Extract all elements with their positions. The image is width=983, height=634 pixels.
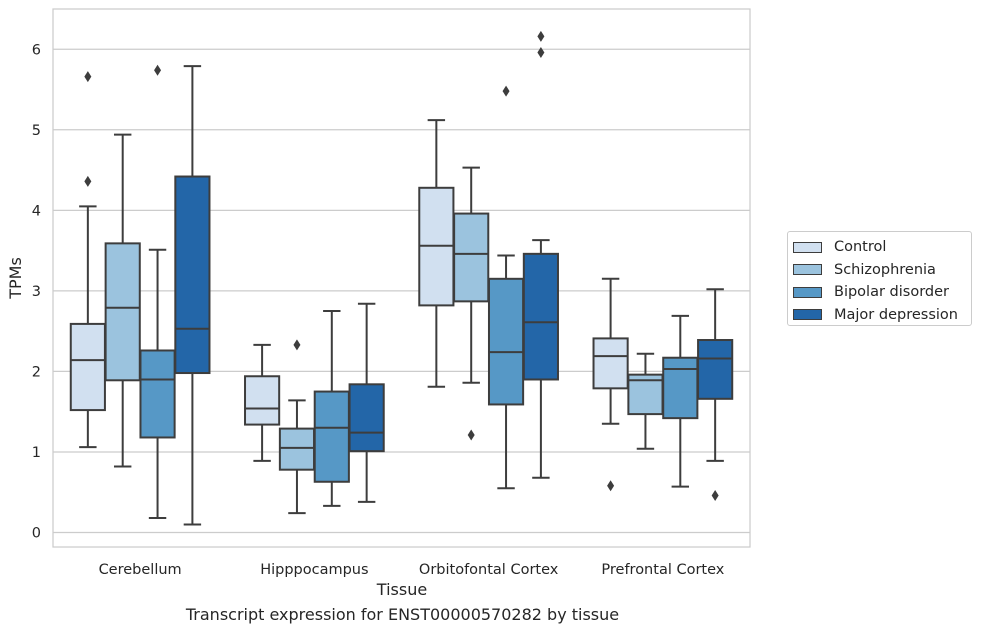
box-major-depression: [522, 30, 559, 479]
box-schizophrenia: [278, 339, 316, 515]
box-major-depression: [174, 65, 211, 526]
box-bipolar-disorder: [487, 85, 525, 490]
x-tick-labels: Cerebellum Hipppocampus Orbitofontal Corte…: [99, 562, 725, 578]
outlier-point: [537, 46, 545, 58]
box-bipolar-disorder: [139, 64, 176, 520]
outlier-point: [84, 71, 92, 83]
iqr-box: [453, 212, 490, 303]
legend-label: Control: [834, 239, 887, 256]
chart-caption: Transcript expression for ENST0000057028…: [185, 605, 620, 624]
y-tick-labels: 0 1 2 3 4 5 6: [32, 42, 41, 541]
x-tick-label: Prefrontal Cortex: [601, 562, 724, 578]
x-axis-label: Tissue: [376, 580, 427, 599]
legend-item: Bipolar disorder: [788, 281, 971, 304]
box-major-depression: [348, 302, 385, 503]
iqr-box: [487, 277, 525, 406]
box-major-depression: [697, 288, 734, 501]
outlier-point: [502, 85, 510, 97]
outlier-point: [154, 64, 162, 76]
box-series: [69, 30, 734, 526]
box-bipolar-disorder: [313, 310, 350, 507]
iqr-box: [592, 337, 629, 390]
legend-swatch: [793, 286, 822, 298]
outlier-point: [537, 30, 545, 42]
iqr-box: [697, 339, 734, 400]
outlier-point: [467, 429, 475, 441]
iqr-box: [139, 349, 176, 439]
box-control: [69, 71, 106, 449]
iqr-box: [174, 175, 211, 375]
legend-item: Control: [788, 236, 971, 259]
iqr-box: [662, 356, 699, 420]
outlier-point: [84, 175, 92, 187]
x-tick-label: Orbitofontal Cortex: [419, 562, 559, 578]
legend-label: Schizophrenia: [834, 261, 936, 278]
box-schizophrenia: [104, 133, 141, 468]
box-bipolar-disorder: [662, 314, 699, 488]
y-tick-label: 1: [32, 445, 41, 461]
iqr-box: [104, 242, 141, 382]
y-tick-label: 6: [32, 42, 41, 58]
y-tick-label: 3: [32, 284, 41, 300]
box-schizophrenia: [627, 352, 664, 450]
y-tick-label: 2: [32, 364, 41, 380]
legend-swatch: [793, 241, 822, 253]
box-control: [244, 343, 281, 462]
y-axis-label: TPMs: [6, 257, 25, 300]
outlier-point: [607, 480, 615, 492]
iqr-box: [522, 252, 559, 381]
outlier-point: [293, 339, 301, 351]
y-tick-label: 5: [32, 123, 41, 139]
legend: Control Schizophrenia Bipolar disorder Majo…: [787, 231, 972, 326]
y-tick-label: 4: [32, 203, 41, 219]
plot-frame: [52, 8, 751, 548]
legend-swatch: [793, 309, 822, 321]
box-control: [592, 277, 629, 492]
legend-item: Major depression: [788, 304, 971, 327]
iqr-box: [278, 427, 316, 471]
x-tick-label: Hipppocampus: [260, 562, 368, 578]
iqr-box: [313, 390, 350, 483]
iqr-box: [69, 322, 106, 412]
legend-label: Bipolar disorder: [834, 284, 949, 301]
legend-label: Major depression: [834, 306, 958, 323]
iqr-box: [244, 375, 281, 426]
iqr-box: [348, 383, 385, 453]
box-schizophrenia: [453, 166, 490, 441]
legend-swatch: [793, 264, 822, 276]
box-control: [418, 119, 455, 388]
y-tick-label: 0: [32, 526, 41, 542]
outlier-point: [711, 489, 719, 501]
legend-item: Schizophrenia: [788, 259, 971, 282]
x-tick-label: Cerebellum: [99, 562, 182, 578]
